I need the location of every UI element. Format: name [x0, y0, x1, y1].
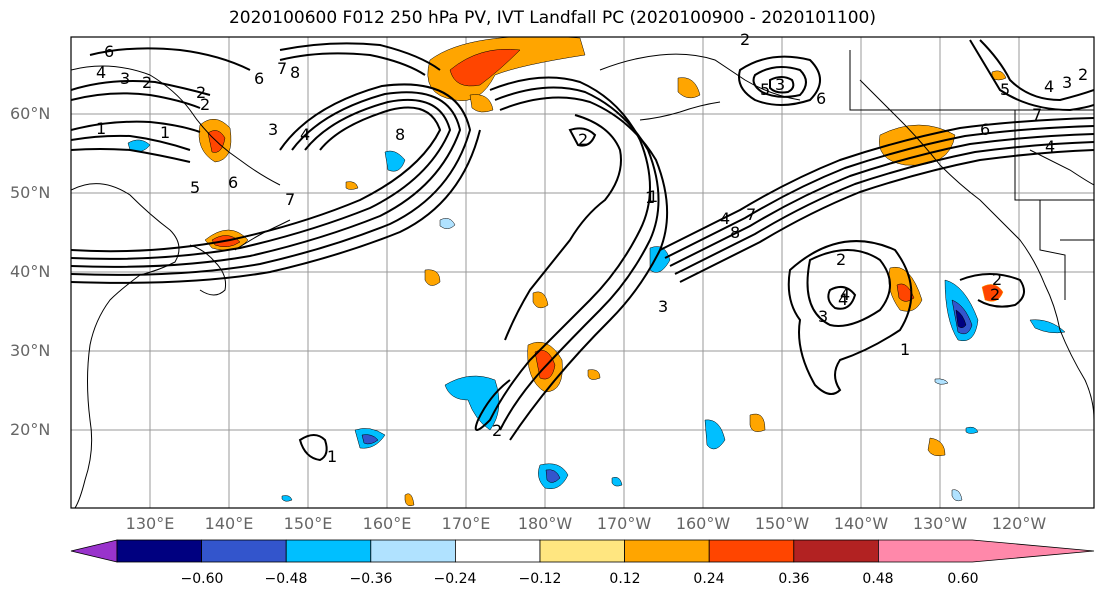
colorbar-swatch: [539, 539, 625, 563]
contour-label: 4: [96, 63, 106, 82]
map-title: 2020100600 F012 250 hPa PV, IVT Landfall…: [228, 8, 876, 28]
contour-label: 6: [228, 173, 238, 192]
contour-label: 4: [300, 125, 310, 144]
colorbar-swatch: [624, 539, 710, 563]
contour-label: 6: [980, 120, 990, 139]
contour-label: 7: [1032, 105, 1042, 124]
contour-label: 5: [190, 178, 200, 197]
contour-label: 7: [285, 190, 295, 209]
contour-label: 8: [290, 63, 300, 82]
colorbar-swatch: [285, 539, 372, 563]
contour-label: 2: [492, 421, 502, 440]
contour-label: 3: [818, 307, 828, 326]
colorbar: [70, 539, 1095, 563]
contour-label: 4: [840, 285, 850, 304]
contour-label: 4: [1045, 137, 1055, 156]
lon-label: 150°W: [754, 514, 810, 533]
shading-negative: [127, 139, 1066, 502]
contour-label: 1: [648, 187, 658, 206]
contour-label: 7: [746, 205, 756, 224]
contour-label: 1: [900, 340, 910, 359]
colorbar-swatch: [793, 539, 879, 563]
lon-label: 140°E: [204, 514, 254, 533]
contour-label: 3: [120, 69, 130, 88]
colorbar-tick: 0.48: [862, 571, 894, 587]
lon-label: 180°W: [517, 514, 573, 533]
pv-contours: [71, 39, 1094, 462]
contour-label: 3: [658, 297, 668, 316]
contour-label: 2: [836, 250, 846, 269]
colorbar-tick: 0.60: [947, 571, 979, 587]
contour-label: 2: [1078, 65, 1088, 84]
lat-label: 60°N: [10, 104, 51, 123]
lat-label: 50°N: [10, 183, 51, 202]
lon-label: 140°W: [833, 514, 889, 533]
contour-label: 4: [838, 290, 848, 309]
contour-label: 2: [196, 83, 206, 102]
contour-label: 1: [327, 447, 337, 466]
colorbar-tick: 0.12: [609, 571, 641, 587]
lat-label: 30°N: [10, 341, 51, 360]
contour-label: 8: [395, 125, 405, 144]
colorbar-tick: −0.24: [433, 571, 477, 587]
lon-label: 150°E: [283, 514, 333, 533]
colorbar-swatch: [708, 539, 795, 563]
contour-labels: 6 4 3 2 1 6 7 8 1 2 3 4 5 6 7 8 2 1 2 2 …: [96, 30, 1088, 466]
contour-label: 3: [775, 75, 785, 94]
colorbar-tick: −0.12: [518, 571, 562, 587]
contour-label: 2: [992, 270, 1002, 289]
colorbar-tick: 0.24: [693, 571, 725, 587]
lat-label: 20°N: [10, 420, 51, 439]
colorbar-swatch: [116, 539, 202, 563]
contour-label: 2: [990, 285, 1000, 304]
colorbar-tick: 0.36: [778, 571, 810, 587]
lon-label: 160°W: [675, 514, 731, 533]
contour-label: 5: [760, 80, 770, 99]
contour-label: 1: [645, 188, 655, 207]
coastlines: [71, 50, 1094, 508]
contour-label: 2: [578, 130, 588, 149]
contour-label: 6: [254, 69, 264, 88]
contour-label: 1: [96, 119, 106, 138]
lat-label: 40°N: [10, 262, 51, 281]
contour-label: 4: [1044, 77, 1054, 96]
lon-label: 170°E: [441, 514, 491, 533]
lon-label: 120°W: [991, 514, 1047, 533]
lon-label: 130°E: [125, 514, 175, 533]
contour-label: 2: [142, 73, 152, 92]
contour-label: 2: [740, 30, 750, 49]
colorbar-swatch: [370, 539, 456, 563]
colorbar-swatch: [201, 539, 287, 563]
colorbar-swatch: [878, 539, 1095, 563]
lon-label: 160°E: [362, 514, 412, 533]
contour-label: 7: [277, 59, 287, 78]
colorbar-swatch: [454, 539, 541, 563]
gridlines: [71, 37, 1094, 508]
contour-label: 3: [1062, 73, 1072, 92]
contour-label: 2: [200, 95, 210, 114]
contour-label: 6: [816, 89, 826, 108]
contour-label: 6: [104, 42, 114, 61]
lon-label: 130°W: [912, 514, 968, 533]
colorbar-swatch: [70, 539, 118, 563]
contour-label: 3: [268, 120, 278, 139]
colorbar-tick: −0.36: [349, 571, 393, 587]
contour-label: 8: [730, 223, 740, 242]
contour-label: 1: [160, 123, 170, 142]
contour-label: 4: [720, 209, 730, 228]
colorbar-tick: −0.60: [180, 571, 224, 587]
contour-label: 5: [1000, 80, 1010, 99]
lon-label: 170°W: [596, 514, 652, 533]
map-frame: [70, 36, 1095, 509]
colorbar-tick: −0.48: [264, 571, 308, 587]
